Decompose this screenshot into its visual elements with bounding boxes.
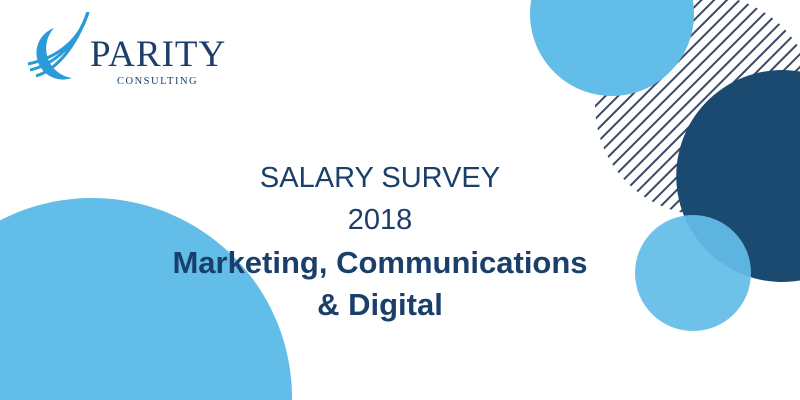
headline-topic-cont: & Digital [317,287,443,322]
top-light-circle [530,0,695,96]
headline-line1: SALARY SURVEY [259,162,501,194]
small-light-circle [635,215,751,331]
brand-name: PARITY [90,34,227,75]
bottom-left-circle [0,197,293,400]
parity-logo-icon [27,12,90,80]
headline-year: 2018 [347,204,413,236]
brand-tagline: CONSULTING [117,76,199,87]
headline-topic: Marketing, Communications [172,245,588,280]
